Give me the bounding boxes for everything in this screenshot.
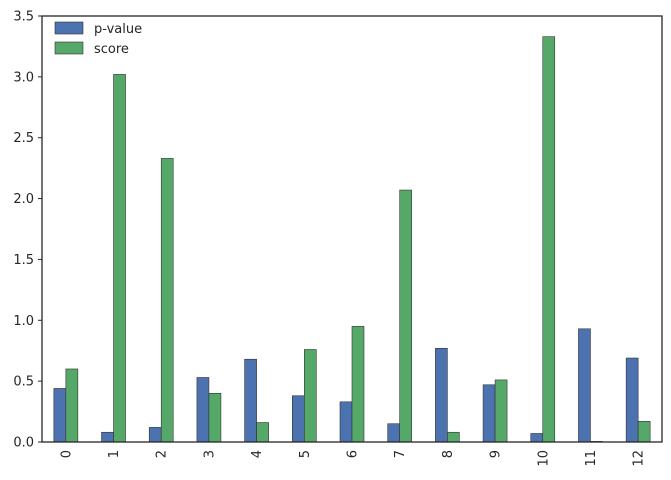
bar-p-value-1 xyxy=(101,431,114,443)
x-tick-label: 5 xyxy=(298,450,313,458)
bar-p-value-11 xyxy=(578,328,591,443)
x-tick-label: 9 xyxy=(489,450,504,458)
bar-p-value-10 xyxy=(530,433,544,443)
x-tick-label: 8 xyxy=(441,450,456,458)
y-tick-label: 3.0 xyxy=(13,70,34,85)
y-tick-label: 1.5 xyxy=(13,253,34,268)
x-tick-label: 4 xyxy=(250,450,265,458)
bar-p-value-3 xyxy=(196,377,210,443)
bars-layer xyxy=(53,36,651,443)
y-tick-label: 2.0 xyxy=(13,192,34,207)
bar-score-5 xyxy=(304,349,317,443)
bar-score-0 xyxy=(65,368,79,443)
y-tick-label: 3.5 xyxy=(13,10,34,25)
legend-swatch-score xyxy=(54,41,84,55)
bar-score-6 xyxy=(351,326,365,443)
x-tick-label: 10 xyxy=(536,450,551,467)
x-tick-label: 6 xyxy=(346,450,361,458)
x-axis: 0 1 2 3 4 5 6 7 8 9 10 11 12 xyxy=(59,450,646,467)
bar-score-2 xyxy=(160,158,174,443)
x-tick-label: 7 xyxy=(393,450,408,458)
x-tick-label: 2 xyxy=(155,450,170,458)
legend-label: score xyxy=(94,42,129,57)
bar-score-7 xyxy=(399,189,412,443)
bar-score-8 xyxy=(447,431,460,443)
bar-p-value-7 xyxy=(387,423,400,443)
bar-p-value-8 xyxy=(435,347,448,443)
legend-swatch-p-value xyxy=(54,21,84,35)
bar-p-value-9 xyxy=(482,384,496,443)
bar-score-4 xyxy=(256,422,269,443)
x-tick-label: 1 xyxy=(107,450,122,458)
y-tick-label: 1.0 xyxy=(13,314,34,329)
x-tick-label: 3 xyxy=(202,450,217,458)
y-tick-label: 2.5 xyxy=(13,131,34,146)
bar-score-12 xyxy=(637,421,651,443)
plot-frame xyxy=(41,15,663,443)
bar-score-9 xyxy=(494,379,508,443)
y-tick-label: 0.5 xyxy=(13,375,34,390)
bar-p-value-6 xyxy=(339,401,353,443)
y-tick-label: 0.0 xyxy=(13,436,34,451)
bar-p-value-0 xyxy=(53,388,67,443)
bar-score-1 xyxy=(113,74,126,443)
y-axis: 0.0 0.5 1.0 1.5 2.0 2.5 3.0 3.5 xyxy=(13,10,42,451)
bar-score-3 xyxy=(208,393,222,443)
bar-p-value-5 xyxy=(292,395,305,443)
x-tick-label: 0 xyxy=(59,450,74,458)
bar-p-value-2 xyxy=(148,427,162,443)
bar-p-value-12 xyxy=(625,357,639,443)
bar-score-10 xyxy=(542,36,556,443)
legend: p-value score xyxy=(54,21,142,57)
x-tick-label: 11 xyxy=(584,450,599,467)
legend-label: p-value xyxy=(94,22,142,37)
bar-p-value-4 xyxy=(244,358,257,443)
x-tick-label: 12 xyxy=(632,450,647,467)
